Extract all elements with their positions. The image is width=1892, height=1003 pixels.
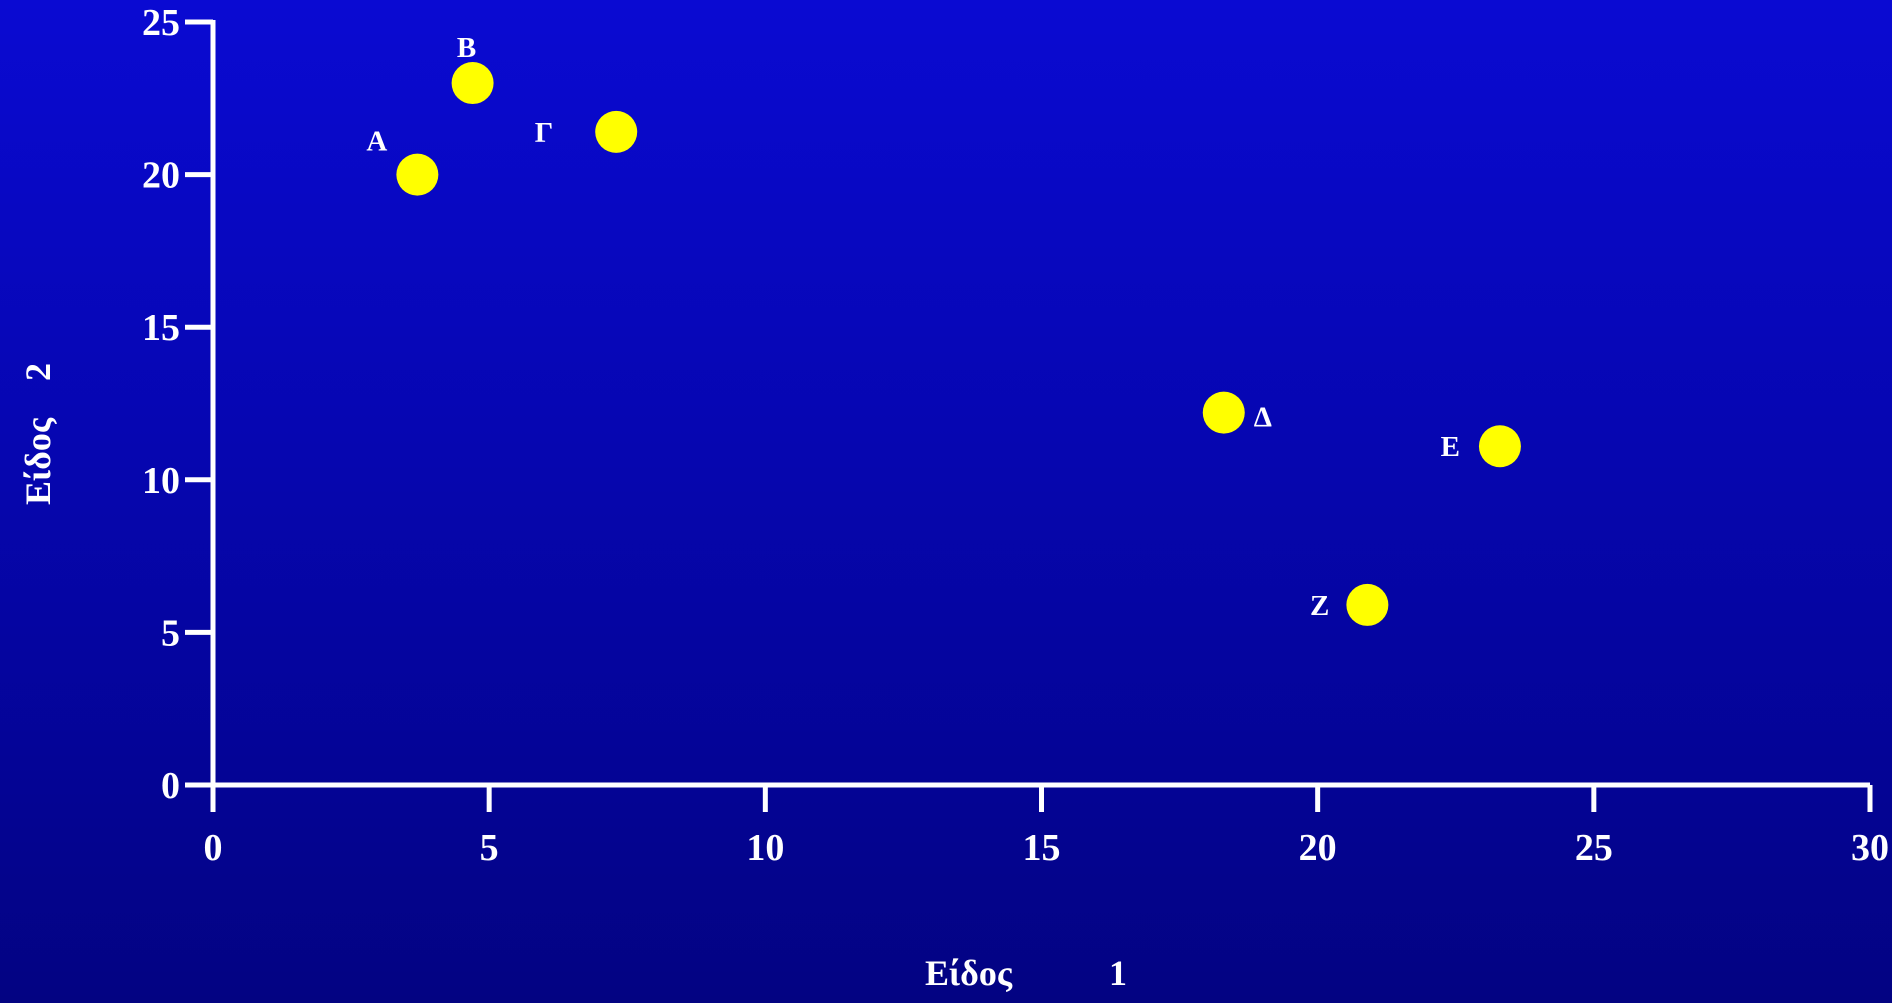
y-tick-label: 5 [161, 612, 180, 654]
y-axis-title-suffix: 2 [18, 363, 58, 381]
point-label-A: A [366, 126, 387, 158]
x-tick-label: 10 [746, 827, 784, 869]
x-tick-label: 5 [480, 827, 499, 869]
y-axis-title-text: Είδος [18, 417, 58, 505]
point-label-Δ: Δ [1254, 402, 1272, 434]
y-tick-label: 25 [142, 2, 180, 44]
x-tick-label: 0 [204, 827, 223, 869]
data-points: A B Γ Δ E Z [366, 32, 1521, 626]
point-label-Γ: Γ [535, 117, 553, 149]
point-label-E: E [1441, 431, 1460, 463]
y-tick-label: 0 [161, 765, 180, 807]
data-point-Δ [1202, 391, 1245, 434]
data-point-Z [1346, 583, 1389, 626]
x-axis-title-suffix: 1 [1109, 953, 1127, 993]
y-ticks: 0 5 10 15 20 25 [142, 2, 213, 807]
data-point-B [451, 62, 494, 105]
point-label-B: B [457, 32, 476, 64]
x-ticks: 0 5 10 15 20 25 30 [204, 785, 1889, 869]
axes [210, 20, 1870, 788]
point-label-Z: Z [1310, 590, 1329, 622]
data-point-Γ [595, 110, 638, 153]
x-axis-title-text: Είδος [925, 953, 1013, 993]
x-axis-title: Είδος 1 [925, 953, 1127, 993]
x-tick-label: 15 [1023, 827, 1061, 869]
x-tick-label: 25 [1575, 827, 1613, 869]
y-tick-label: 10 [142, 460, 180, 502]
x-tick-label: 30 [1851, 827, 1889, 869]
x-tick-label: 20 [1299, 827, 1337, 869]
y-axis-title: Είδος 2 [18, 363, 58, 505]
y-tick-label: 20 [142, 155, 180, 197]
y-tick-label: 15 [142, 307, 180, 349]
data-point-A [396, 153, 439, 196]
data-point-E [1478, 425, 1521, 468]
